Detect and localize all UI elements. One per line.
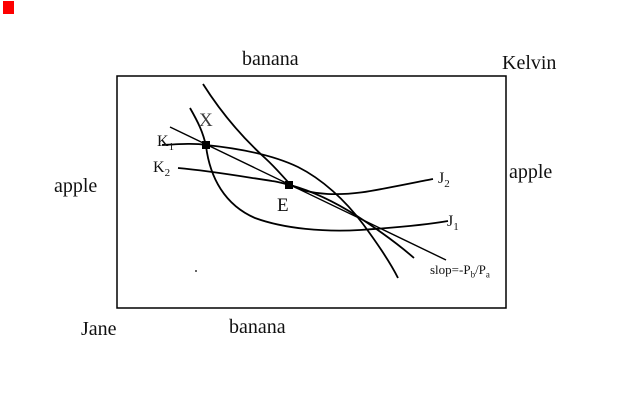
bottom-axis-label: banana xyxy=(229,316,286,338)
curve-j1-label: J1 xyxy=(447,213,459,234)
curve-j1-label-sub: 1 xyxy=(453,221,459,234)
curve-j2-label-base: J xyxy=(438,170,445,187)
curve-k2-label-base: K xyxy=(153,159,165,176)
slope-text-main: slop=-P xyxy=(430,262,471,277)
curve-k1-label: K1 xyxy=(157,133,175,154)
curve-k1 xyxy=(161,142,399,279)
slope-text-mid: /P xyxy=(475,262,486,277)
top-axis-label: banana xyxy=(242,48,299,70)
kelvin-origin-label: Kelvin xyxy=(502,52,557,74)
left-axis-label: apple xyxy=(54,175,98,197)
point-x-label: X xyxy=(199,110,213,131)
point-e-label: E xyxy=(277,195,289,216)
stray-dot xyxy=(195,270,197,272)
budget-slope-annotation: slop=-Pb/Pa xyxy=(430,262,490,279)
curve-k2-label: K2 xyxy=(153,159,171,180)
curve-j2-label-sub: 2 xyxy=(444,178,450,191)
budget-line xyxy=(169,126,447,261)
point-marker-e xyxy=(285,181,293,189)
point-marker-x xyxy=(202,141,210,149)
curve-k1-label-base: K xyxy=(157,133,169,150)
slope-sub-a: a xyxy=(485,269,490,280)
red-corner-square xyxy=(3,1,14,14)
curve-j2-label: J2 xyxy=(438,170,450,191)
jane-origin-label: Jane xyxy=(81,318,117,340)
curve-k1-label-sub: 1 xyxy=(168,141,175,154)
curve-j1 xyxy=(189,107,449,232)
box-frame xyxy=(116,75,507,309)
curve-k2-label-sub: 2 xyxy=(164,167,171,180)
curve-j2 xyxy=(202,83,434,196)
right-axis-label: apple xyxy=(509,161,553,183)
curve-j1-label-base: J xyxy=(447,213,454,230)
slope-sub-b: b xyxy=(470,269,476,280)
